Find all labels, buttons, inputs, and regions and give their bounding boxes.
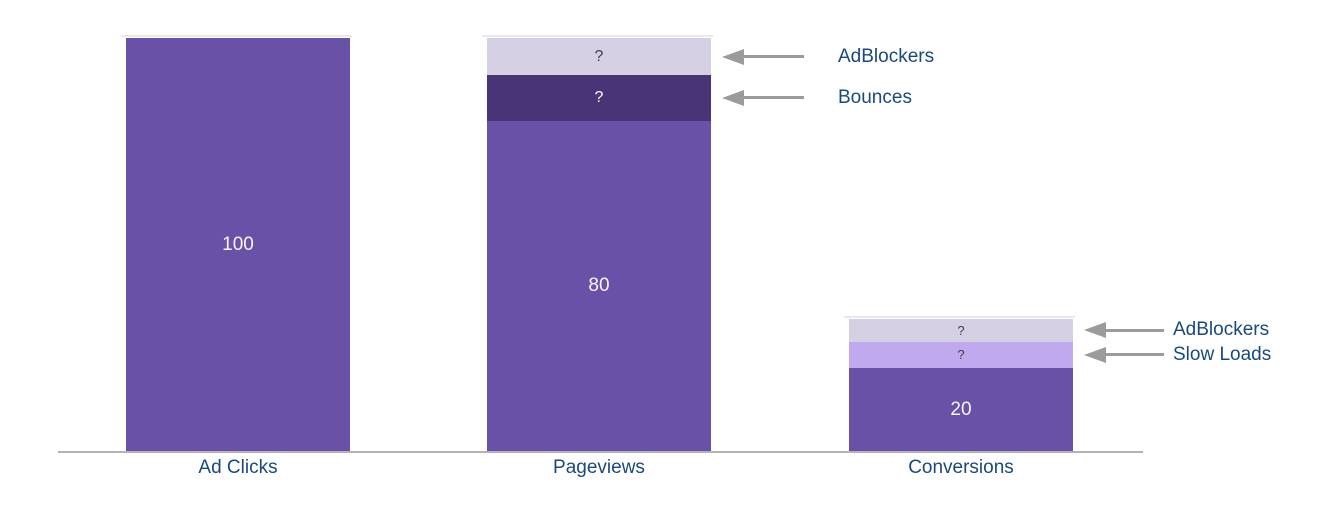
segment-slow-loads: ?: [849, 341, 1073, 369]
annotation-label-adblockers: AdBlockers: [1173, 319, 1270, 341]
annotation-label-bounces: Bounces: [838, 86, 912, 108]
bar-ad-clicks: 100: [121, 35, 352, 451]
left-arrow-icon: [1084, 346, 1164, 363]
annotation-label-slow-loads: Slow Loads: [1173, 343, 1272, 365]
unknown-value-label: ?: [594, 88, 604, 106]
left-arrow-icon: [722, 89, 804, 106]
segment-conversions-value: 20: [849, 368, 1073, 451]
category-label-ad-clicks: Ad Clicks: [198, 457, 278, 478]
bar-conversions: ?? 20: [844, 315, 1075, 451]
unknown-value-label: ?: [957, 322, 965, 338]
category-label-conversions: Conversions: [908, 457, 1014, 478]
segment-pageviews-value: 80: [487, 120, 711, 451]
segment-ad-clicks-value: 100: [126, 38, 350, 451]
value-label: 80: [588, 275, 610, 297]
x-axis-line: [58, 451, 1143, 453]
value-label: 100: [222, 234, 254, 255]
value-label: 20: [950, 399, 972, 421]
unknown-value-label: ?: [957, 347, 965, 363]
annotation-arrow-adblockers: [1084, 322, 1164, 339]
category-label-pageviews: Pageviews: [553, 457, 645, 478]
bar-pageviews: ?? 80: [482, 35, 713, 451]
segment-bounces: ?: [487, 75, 711, 121]
annotation-arrow-bounces: [722, 89, 804, 106]
left-arrow-icon: [1084, 322, 1164, 339]
segment-adblockers: ?: [487, 38, 711, 76]
annotation-arrow-slow-loads: [1084, 346, 1164, 363]
segment-adblockers: ?: [849, 318, 1073, 342]
annotation-arrow-adblockers: [722, 48, 804, 65]
annotation-label-adblockers: AdBlockers: [838, 45, 935, 67]
left-arrow-icon: [722, 48, 804, 65]
unknown-value-label: ?: [594, 47, 604, 65]
